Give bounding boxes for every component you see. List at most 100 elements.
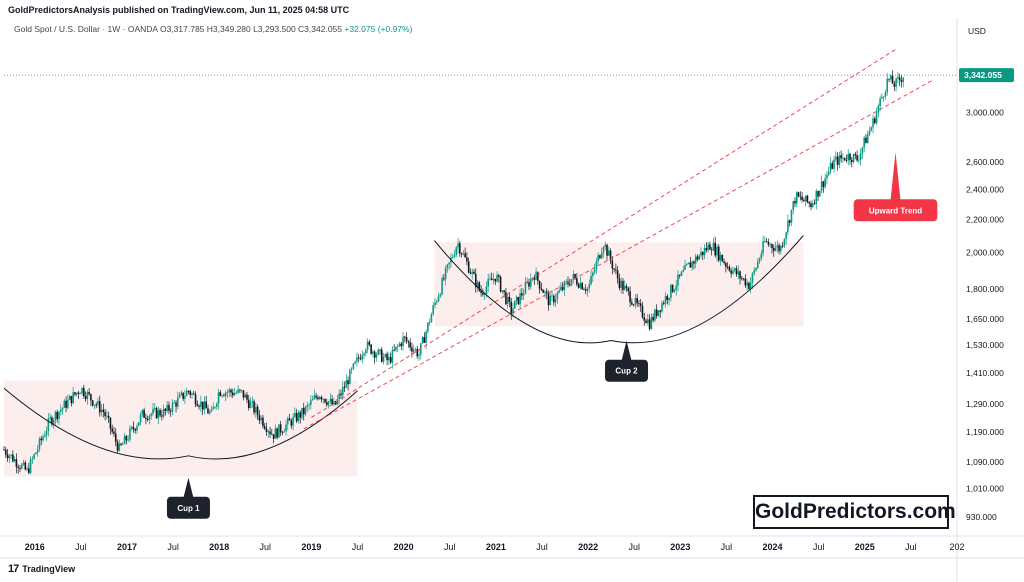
candle-body xyxy=(318,396,321,400)
candle xyxy=(464,247,466,258)
candle-body xyxy=(359,358,362,360)
candle xyxy=(762,235,764,257)
candle xyxy=(694,253,697,269)
candle xyxy=(265,422,268,436)
candle xyxy=(584,284,587,295)
candle-body xyxy=(185,391,188,396)
x-tick-label: 2016 xyxy=(25,542,45,552)
candle xyxy=(443,273,445,281)
candle xyxy=(446,263,449,273)
candle-body xyxy=(781,245,784,247)
candle-body xyxy=(106,415,108,417)
candle xyxy=(785,231,787,245)
candle xyxy=(302,402,305,421)
candle xyxy=(506,294,509,309)
candle-body xyxy=(240,390,243,392)
candle-body xyxy=(551,295,553,297)
candle-body xyxy=(545,291,548,294)
candle-body xyxy=(228,389,231,393)
candle xyxy=(123,432,126,445)
candle xyxy=(54,410,57,427)
candle xyxy=(31,456,34,464)
candle-body xyxy=(237,389,239,393)
candle-body xyxy=(498,275,500,277)
candle xyxy=(405,332,408,344)
candle-body xyxy=(519,293,521,305)
candle xyxy=(487,273,489,292)
candle-body xyxy=(322,398,325,400)
candle-body xyxy=(139,414,142,423)
candle-body xyxy=(464,253,466,258)
callout-pointer xyxy=(621,340,632,361)
candle-body xyxy=(398,343,401,347)
candle-body xyxy=(556,292,559,300)
candle-body xyxy=(680,271,683,276)
candle-body xyxy=(517,296,520,305)
candle xyxy=(462,250,465,256)
candle xyxy=(88,388,90,396)
candle xyxy=(898,73,901,87)
candle-body xyxy=(882,96,885,98)
candle xyxy=(641,301,644,319)
candle-body xyxy=(877,105,880,113)
candle xyxy=(675,279,677,296)
candle xyxy=(576,272,578,287)
candle-body xyxy=(221,395,223,397)
candle xyxy=(758,256,761,264)
candle xyxy=(687,262,690,265)
candle xyxy=(577,282,580,289)
candle-body xyxy=(622,280,624,290)
candle-body xyxy=(157,410,160,419)
candle-body xyxy=(732,270,734,274)
candle-body xyxy=(641,305,644,318)
candle-body xyxy=(811,203,814,207)
candle xyxy=(256,404,259,421)
candle-body xyxy=(854,154,857,156)
candle xyxy=(194,391,197,408)
candle xyxy=(255,402,257,418)
candle xyxy=(185,387,188,397)
candle-body xyxy=(61,407,64,410)
candle xyxy=(645,318,647,324)
candle-body xyxy=(558,290,560,293)
candle xyxy=(891,70,894,84)
candle-body xyxy=(83,387,85,397)
candle xyxy=(884,89,887,100)
candle-body xyxy=(411,347,413,352)
candle-body xyxy=(143,409,145,418)
candle-body xyxy=(49,417,51,419)
candle xyxy=(776,240,779,254)
candle xyxy=(161,409,163,421)
candle xyxy=(136,423,138,434)
candle-body xyxy=(661,303,663,312)
candle xyxy=(29,456,32,475)
candle-body xyxy=(8,455,11,459)
candle xyxy=(116,439,119,454)
candle xyxy=(496,271,498,283)
candle xyxy=(670,283,672,302)
candle-body xyxy=(725,263,727,267)
candle-body xyxy=(302,407,305,415)
candle xyxy=(338,389,341,405)
candle-body xyxy=(246,394,248,400)
candle-body xyxy=(654,309,656,321)
candle-body xyxy=(391,349,394,363)
candle-body xyxy=(180,392,183,395)
candle-body xyxy=(333,401,335,405)
candle-body xyxy=(884,92,887,97)
candle xyxy=(370,343,372,355)
candle-body xyxy=(861,147,864,154)
candle-body xyxy=(815,190,818,204)
candle-body xyxy=(233,392,236,396)
candle-body xyxy=(166,404,168,412)
candle-body xyxy=(467,261,470,273)
candle-body xyxy=(43,435,46,437)
callout-label: Cup 2 xyxy=(615,367,638,376)
candle xyxy=(824,173,826,190)
candle-body xyxy=(889,75,892,80)
candle-body xyxy=(327,401,330,405)
candle xyxy=(849,152,851,165)
candle-body xyxy=(235,392,238,394)
candle-body xyxy=(783,239,786,246)
